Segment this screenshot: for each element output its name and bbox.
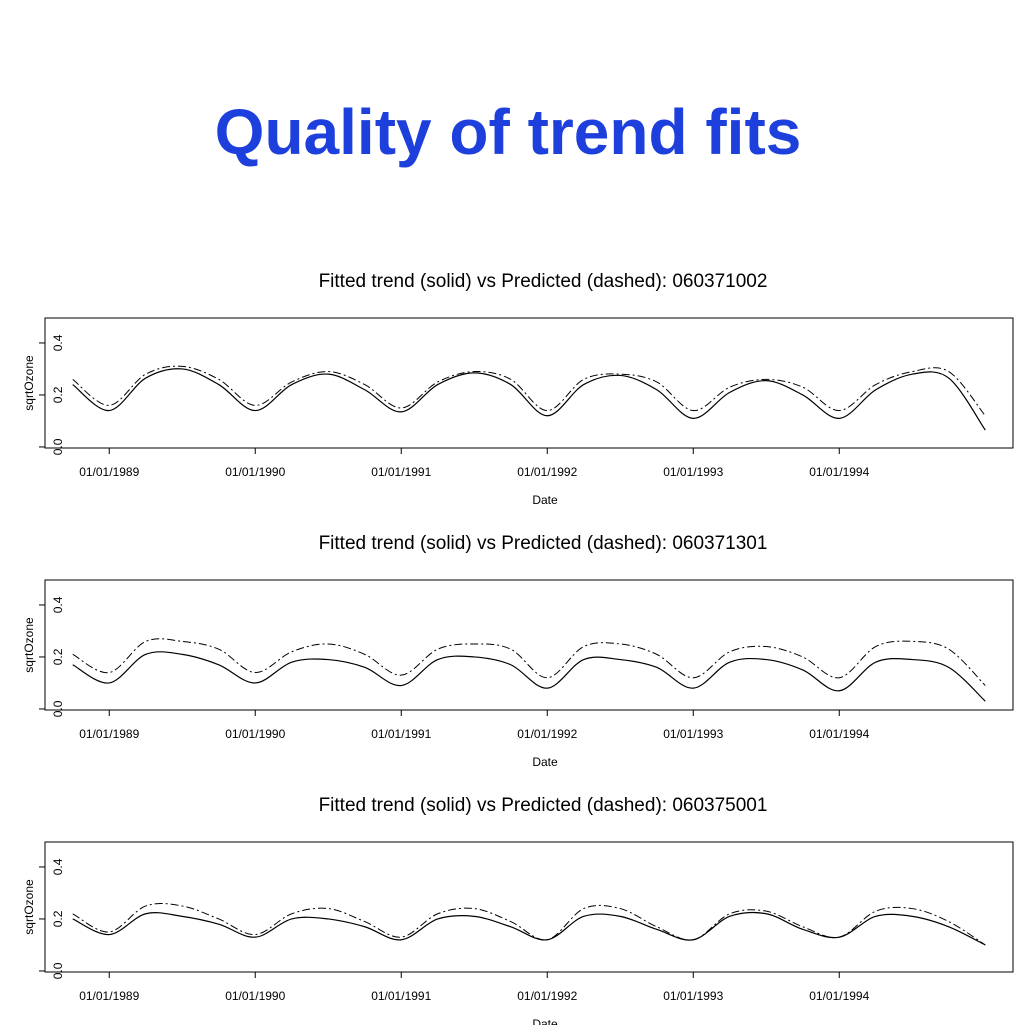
x-tick-label: 01/01/1992 xyxy=(517,989,577,1003)
y-tick-label: 0.0 xyxy=(51,700,65,717)
y-tick-label: 0.4 xyxy=(51,596,65,613)
series-line xyxy=(72,365,986,417)
chart-title: Fitted trend (solid) vs Predicted (dashe… xyxy=(319,533,768,554)
x-tick-label: 01/01/1992 xyxy=(517,465,577,479)
plot-frame xyxy=(44,317,1014,449)
y-tick-label: 0.0 xyxy=(51,438,65,455)
plot-frame xyxy=(44,579,1014,711)
series-line xyxy=(72,368,986,431)
x-tick-label: 01/01/1993 xyxy=(663,989,723,1003)
y-tick-label: 0.4 xyxy=(51,334,65,351)
series-line xyxy=(72,638,986,686)
y-axis-label: sqrtOzone xyxy=(22,617,36,673)
y-tick-label: 0.2 xyxy=(51,386,65,403)
x-axis-label: Date xyxy=(532,493,558,507)
x-tick-label: 01/01/1989 xyxy=(79,989,139,1003)
x-tick-label: 01/01/1990 xyxy=(225,465,285,479)
series-line xyxy=(72,651,986,702)
x-tick-label: 01/01/1993 xyxy=(663,727,723,741)
x-tick-label: 01/01/1990 xyxy=(225,989,285,1003)
series-line xyxy=(72,911,986,946)
x-axis-label: Date xyxy=(532,1017,558,1025)
series-line xyxy=(72,902,986,946)
chart-title: Fitted trend (solid) vs Predicted (dashe… xyxy=(319,795,768,816)
x-tick-label: 01/01/1991 xyxy=(371,465,431,479)
y-axis-label: sqrtOzone xyxy=(22,879,36,935)
x-tick-label: 01/01/1989 xyxy=(79,465,139,479)
x-axis-label: Date xyxy=(532,755,558,769)
x-tick-label: 01/01/1994 xyxy=(809,989,869,1003)
y-tick-label: 0.4 xyxy=(51,858,65,875)
x-tick-label: 01/01/1994 xyxy=(809,727,869,741)
x-tick-label: 01/01/1991 xyxy=(371,727,431,741)
x-tick-label: 01/01/1992 xyxy=(517,727,577,741)
x-tick-label: 01/01/1989 xyxy=(79,727,139,741)
x-tick-label: 01/01/1991 xyxy=(371,989,431,1003)
y-tick-label: 0.2 xyxy=(51,648,65,665)
x-tick-label: 01/01/1994 xyxy=(809,465,869,479)
slide-title: Quality of trend fits xyxy=(215,96,802,168)
x-tick-label: 01/01/1990 xyxy=(225,727,285,741)
y-tick-label: 0.2 xyxy=(51,910,65,927)
chart-title: Fitted trend (solid) vs Predicted (dashe… xyxy=(319,271,768,292)
y-tick-label: 0.0 xyxy=(51,962,65,979)
plot-frame xyxy=(44,841,1014,973)
x-tick-label: 01/01/1993 xyxy=(663,465,723,479)
y-axis-label: sqrtOzone xyxy=(22,355,36,411)
